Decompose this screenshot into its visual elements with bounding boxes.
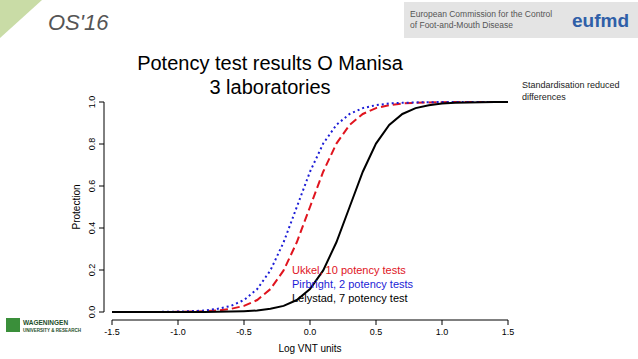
chart-subtitle: 3 laboratories: [209, 76, 330, 98]
y-axis-line: [104, 102, 105, 312]
y-tick-label: 0.8: [87, 138, 97, 151]
x-tick-label: -0.5: [236, 327, 252, 337]
eufmd-logo: eufmd: [572, 10, 629, 31]
y-tick: [99, 186, 104, 187]
legend-entry: Pirbright, 2 potency tests: [292, 278, 414, 290]
annotation: Standardisation reduced differences: [522, 80, 620, 102]
footer-logo-mark: [6, 318, 20, 332]
y-tick-label: 0.2: [87, 264, 97, 277]
organisation: European Commission for the Controlof Fo…: [410, 9, 552, 30]
x-tick-label: 1.0: [436, 327, 449, 337]
y-tick-label: 0.0: [87, 306, 97, 319]
x-tick: [244, 320, 245, 325]
y-tick: [99, 102, 104, 103]
header-logo-shape: [0, 0, 42, 38]
footer-logo: WAGENINGEN UNIVERSITY & RESEARCH: [23, 319, 81, 333]
x-tick: [112, 320, 113, 325]
organisation-line: of Foot-and-Mouth Disease: [410, 20, 513, 30]
legend-entry: Ukkel, 10 potency tests: [292, 264, 406, 276]
y-tick: [99, 270, 104, 271]
x-tick: [178, 320, 179, 325]
x-tick: [310, 320, 311, 325]
x-tick: [376, 320, 377, 325]
event-logo: OS'16: [48, 10, 109, 35]
y-tick: [99, 144, 104, 145]
x-tick-label: 0.5: [370, 327, 383, 337]
header-band: [0, 0, 638, 42]
footer-logo-line: WAGENINGEN: [23, 319, 68, 326]
x-tick: [508, 320, 509, 325]
header-box: [404, 2, 638, 38]
y-tick: [99, 228, 104, 229]
y-tick-label: 1.0: [87, 96, 97, 109]
x-axis-title: Log VNT units: [278, 343, 341, 354]
legend-entry: Lelystad, 7 potency test: [292, 292, 408, 304]
series-line: [112, 102, 508, 312]
organisation-line: European Commission for the Control: [410, 9, 552, 19]
annotation-line: differences: [522, 92, 566, 102]
slide: OS'16 European Commission for the Control…: [0, 0, 638, 359]
series-line: [112, 102, 508, 312]
y-tick-label: 0.4: [87, 222, 97, 235]
x-tick-label: 1.5: [502, 327, 515, 337]
y-tick-label: 0.6: [87, 180, 97, 193]
x-tick: [442, 320, 443, 325]
plot-lines: [112, 102, 508, 312]
y-axis-title: Protection: [71, 184, 82, 229]
y-tick: [99, 312, 104, 313]
series-line: [112, 102, 508, 312]
x-tick-label: -1.5: [104, 327, 120, 337]
chart-title: Potency test results O Manisa: [137, 52, 404, 74]
annotation-line: Standardisation reduced: [522, 80, 620, 90]
footer-logo-line: UNIVERSITY & RESEARCH: [23, 328, 81, 333]
x-tick-label: -1.0: [170, 327, 186, 337]
x-tick-label: 0.0: [304, 327, 317, 337]
